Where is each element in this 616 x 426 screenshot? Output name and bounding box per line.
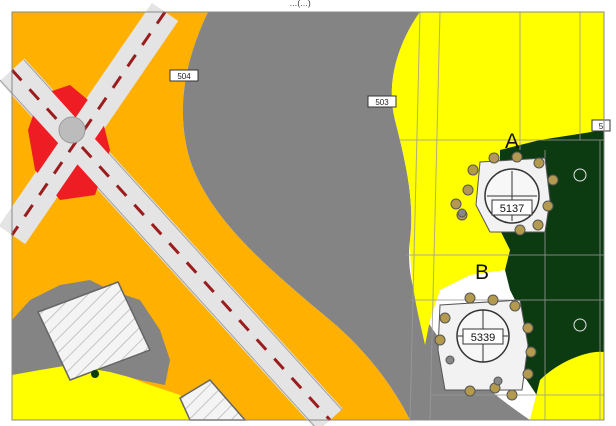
tree-dot-icon (91, 370, 99, 378)
road-area (182, 12, 530, 420)
site-b-label: B (475, 261, 489, 284)
road-tag-5: 5 (591, 119, 611, 132)
site-a-plot-number: 5137 (500, 203, 524, 215)
site-b-building: 5339 (437, 299, 529, 391)
residential-zone-south (530, 351, 604, 420)
svg-text:5: 5 (599, 122, 604, 131)
svg-text:504: 504 (177, 72, 191, 81)
green-marker-icon (573, 318, 587, 332)
residential-zone-southwest (12, 360, 200, 420)
building-southwest (36, 281, 152, 381)
cadastral-lines (400, 11, 604, 421)
tree-dots-dark (445, 208, 503, 386)
map-header-text: …(…) (289, 0, 311, 8)
site-a-label: A (505, 130, 519, 153)
road-tag-503: 503 (367, 95, 397, 108)
site-b-plot-number: 5339 (471, 332, 495, 344)
site-a-building: 5137 (475, 157, 551, 233)
svg-text:503: 503 (375, 98, 389, 107)
roundabout-icon (0, 4, 342, 426)
green-marker-icon (573, 168, 587, 182)
road-tag-504: 504 (169, 69, 199, 82)
map-frame (11, 11, 605, 421)
